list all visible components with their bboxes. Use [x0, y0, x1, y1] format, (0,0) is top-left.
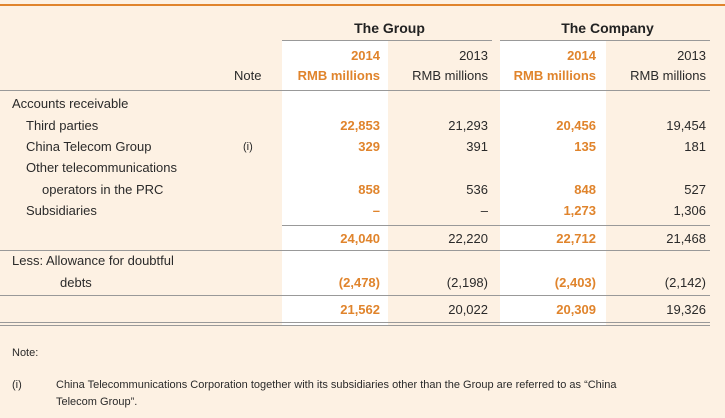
- row-label-accounts-receivable: Accounts receivable: [12, 96, 129, 111]
- note-text-line1: China Telecommunications Corporation tog…: [56, 379, 617, 391]
- company-2014-column-band: [500, 40, 606, 325]
- note-marker: (i): [12, 379, 22, 391]
- company-year-2014: 2014: [567, 48, 596, 63]
- cell-company-2014: (2,403): [554, 275, 596, 290]
- group-2014-column-band: [282, 40, 388, 325]
- note-column-header: Note: [234, 68, 262, 83]
- note-text-line2: Telecom Group”.: [56, 396, 138, 408]
- row-label-allowance-line1: Less: Allowance for doubtful: [12, 253, 174, 268]
- group-header: The Group: [354, 20, 425, 36]
- cell-group-2014: 22,853: [340, 118, 380, 133]
- cell-company-2013: 19,454: [666, 118, 706, 133]
- total-bottom-rule: [0, 322, 710, 323]
- cell-group-2013: 22,220: [448, 231, 488, 246]
- cell-group-2014: 21,562: [340, 302, 380, 317]
- company-header-rule: [500, 40, 710, 41]
- row-label: debts: [60, 275, 92, 290]
- cell-company-2014: 135: [574, 139, 596, 154]
- company-unit-2014: RMB millions: [513, 68, 596, 83]
- cell-company-2014: 1,273: [563, 203, 596, 218]
- cell-group-2014: (2,478): [338, 275, 380, 290]
- cell-company-2013: 1,306: [673, 203, 706, 218]
- cell-company-2014: 20,456: [556, 118, 596, 133]
- section-divider: [0, 250, 710, 251]
- cell-company-2013: 181: [684, 139, 706, 154]
- cell-group-2014: 858: [358, 182, 380, 197]
- cell-group-2013: (2,198): [446, 275, 488, 290]
- cell-group-2013: 20,022: [448, 302, 488, 317]
- cell-group-2014: 24,040: [340, 231, 380, 246]
- row-label: China Telecom Group: [26, 139, 152, 154]
- row-note-marker: (i): [243, 141, 253, 153]
- cell-group-2014: 329: [358, 139, 380, 154]
- cell-company-2013: 19,326: [666, 302, 706, 317]
- top-rule: [0, 4, 725, 6]
- note-heading: Note:: [12, 347, 39, 359]
- cell-group-2013: –: [480, 203, 488, 218]
- header-bottom-rule: [0, 90, 710, 91]
- cell-company-2013: 527: [684, 182, 706, 197]
- total-top-rule: [0, 295, 710, 296]
- cell-company-2014: 848: [574, 182, 596, 197]
- cell-company-2013: (2,142): [664, 275, 706, 290]
- cell-group-2013: 391: [466, 139, 488, 154]
- company-unit-2013: RMB millions: [630, 68, 706, 83]
- row-label: Third parties: [26, 118, 99, 133]
- row-label-other-ops-line1: Other telecommunications: [26, 160, 178, 175]
- row-label: Subsidiaries: [26, 203, 97, 218]
- company-header: The Company: [561, 20, 654, 36]
- total-bottom-rule-2: [0, 325, 710, 326]
- cell-group-2014: –: [372, 203, 380, 218]
- subtotal-rule: [282, 225, 710, 226]
- company-year-2013: 2013: [677, 48, 706, 63]
- group-unit-2014: RMB millions: [297, 68, 380, 83]
- group-unit-2013: RMB millions: [412, 68, 488, 83]
- cell-group-2013: 536: [466, 182, 488, 197]
- group-year-2014: 2014: [351, 48, 380, 63]
- cell-company-2014: 20,309: [556, 302, 596, 317]
- cell-company-2014: 22,712: [556, 231, 596, 246]
- cell-company-2013: 21,468: [666, 231, 706, 246]
- row-label: operators in the PRC: [42, 182, 164, 197]
- cell-group-2013: 21,293: [448, 118, 488, 133]
- group-year-2013: 2013: [459, 48, 488, 63]
- group-header-rule: [282, 40, 492, 41]
